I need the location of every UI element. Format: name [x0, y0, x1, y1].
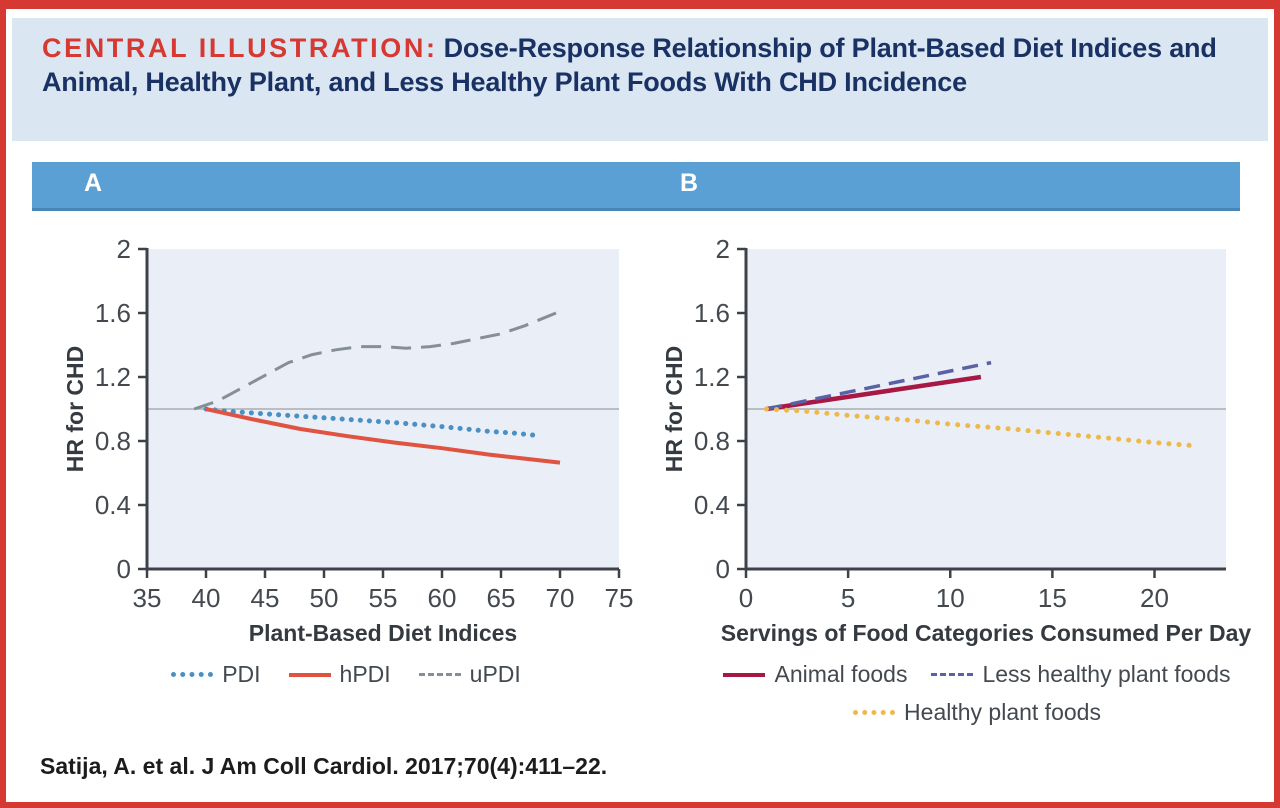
panel-b-label: B: [680, 169, 699, 197]
panel-a-legend: PDI hPDI uPDI: [66, 661, 626, 688]
svg-text:HR for CHD: HR for CHD: [661, 346, 687, 473]
svg-text:Plant-Based Diet Indices: Plant-Based Diet Indices: [249, 620, 517, 646]
legend-item-healthy-plant-foods: Healthy plant foods: [853, 699, 1101, 726]
panel-b-legend-row2: Healthy plant foods: [694, 699, 1260, 726]
svg-text:0: 0: [117, 554, 131, 584]
svg-text:0.4: 0.4: [694, 490, 730, 520]
svg-text:1.6: 1.6: [95, 298, 131, 328]
panel-a-label: A: [84, 169, 103, 197]
legend-label: uPDI: [469, 661, 521, 687]
svg-text:1.2: 1.2: [95, 362, 131, 392]
svg-text:0.8: 0.8: [694, 426, 730, 456]
updi-line-swatch: [418, 673, 461, 676]
svg-text:HR for CHD: HR for CHD: [62, 346, 88, 473]
svg-text:40: 40: [192, 583, 221, 613]
legend-label: Animal foods: [774, 661, 908, 687]
less-healthy-plant-foods-line-swatch: [931, 673, 974, 676]
svg-text:Servings of Food Categories Co: Servings of Food Categories Consumed Per…: [721, 620, 1252, 646]
legend-item-updi: uPDI: [418, 661, 521, 688]
svg-text:10: 10: [936, 583, 965, 613]
hpdi-line-swatch: [288, 672, 331, 677]
panel-b-legend-row1: Animal foods Less healthy plant foods: [694, 661, 1260, 688]
legend-item-pdi: PDI: [171, 661, 261, 688]
svg-text:0.4: 0.4: [95, 490, 131, 520]
panel-header-bar: [32, 162, 1240, 211]
svg-text:50: 50: [310, 583, 339, 613]
citation: Satija, A. et al. J Am Coll Cardiol. 201…: [40, 753, 608, 779]
svg-text:75: 75: [605, 583, 634, 613]
svg-text:55: 55: [369, 583, 398, 613]
svg-text:1.6: 1.6: [694, 298, 730, 328]
legend-item-hpdi: hPDI: [288, 661, 391, 688]
svg-text:0: 0: [716, 554, 730, 584]
svg-text:70: 70: [546, 583, 575, 613]
legend-item-less-healthy-plant-foods: Less healthy plant foods: [931, 661, 1231, 688]
animal-foods-line-swatch: [723, 672, 766, 677]
title-kicker: CENTRAL ILLUSTRATION:: [42, 33, 438, 63]
svg-text:2: 2: [117, 234, 131, 264]
svg-text:35: 35: [133, 583, 162, 613]
svg-text:5: 5: [841, 583, 855, 613]
svg-text:0.8: 0.8: [95, 426, 131, 456]
svg-text:1.2: 1.2: [694, 362, 730, 392]
legend-label: Healthy plant foods: [904, 699, 1101, 725]
legend-item-animal-foods: Animal foods: [723, 661, 907, 688]
title-main: Dose-Response Relationship of Plant-Base…: [42, 33, 1217, 97]
legend-label: hPDI: [339, 661, 391, 687]
svg-text:45: 45: [251, 583, 280, 613]
title-band: CENTRAL ILLUSTRATION: Dose-Response Relat…: [12, 18, 1268, 141]
svg-text:15: 15: [1038, 583, 1067, 613]
healthy-plant-foods-line-swatch: [853, 710, 896, 715]
legend-label: PDI: [222, 661, 261, 687]
pdi-line-swatch: [171, 672, 214, 677]
svg-text:0: 0: [739, 583, 753, 613]
svg-text:20: 20: [1140, 583, 1169, 613]
svg-text:2: 2: [716, 234, 730, 264]
svg-text:60: 60: [428, 583, 457, 613]
legend-label: Less healthy plant foods: [982, 661, 1231, 687]
dose-response-charts: 35 40 45 50 55 60 65 70 7500.40.81.21.62Plant-Ba…: [62, 234, 1252, 646]
svg-text:65: 65: [487, 583, 516, 613]
figure-title: CENTRAL ILLUSTRATION: Dose-Response Relat…: [42, 31, 1240, 99]
